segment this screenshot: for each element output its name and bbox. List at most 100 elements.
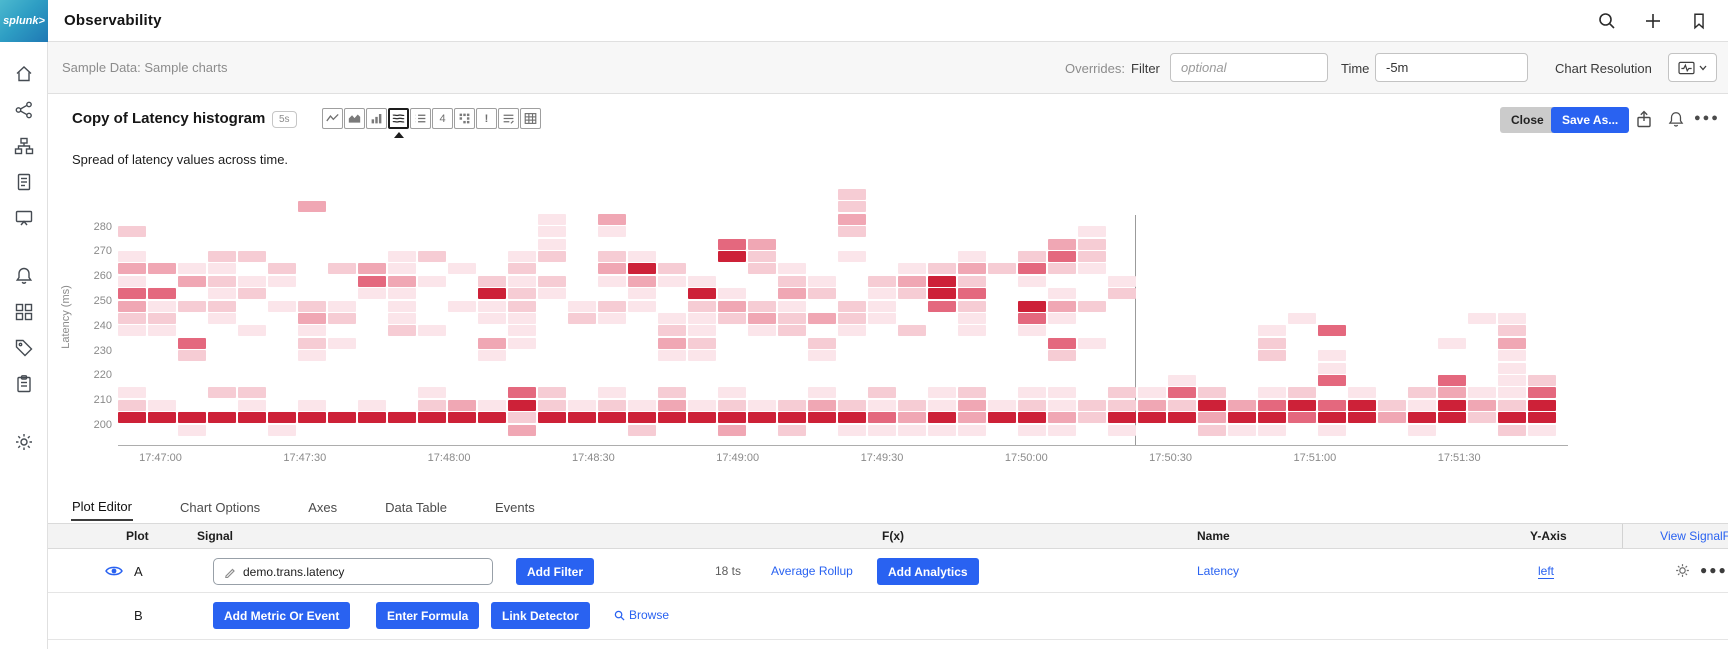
filter-input[interactable] [1170, 53, 1328, 82]
tab-plot-editor[interactable]: Plot Editor [71, 494, 133, 521]
list-chart-icon[interactable] [410, 108, 431, 129]
overrides-label: Overrides: [1065, 61, 1125, 76]
add-metric-or-event-button[interactable]: Add Metric Or Event [213, 602, 351, 629]
text-note-icon[interactable] [498, 108, 519, 129]
tab-events[interactable]: Events [494, 494, 536, 521]
heatmap-cell [538, 288, 566, 300]
heatmap-cell [1108, 288, 1136, 300]
heatmap-chart-icon[interactable] [454, 108, 475, 129]
event-feed-icon[interactable]: ! [476, 108, 497, 129]
heatmap-cell [358, 399, 386, 411]
infrastructure-icon[interactable] [12, 134, 36, 158]
search-icon[interactable] [1596, 10, 1618, 32]
heatmap-cell [868, 387, 896, 399]
signal-input[interactable]: demo.trans.latency [213, 558, 493, 585]
heatmap-cell [208, 275, 236, 287]
table-chart-icon[interactable] [520, 108, 541, 129]
plot-name-link[interactable]: Latency [1197, 564, 1240, 578]
heatmap-cell [118, 399, 146, 411]
heatmap-cell [1048, 412, 1076, 424]
line-chart-icon[interactable] [322, 108, 343, 129]
x-tick-label: 17:49:00 [716, 452, 760, 464]
heatmap-cell [748, 263, 776, 275]
heatmap-cell [1468, 399, 1496, 411]
add-filter-button[interactable]: Add Filter [516, 558, 594, 585]
heatmap-cell [1228, 412, 1256, 424]
heatmap-cell [1048, 238, 1076, 250]
splunk-logo[interactable]: splunk> [0, 0, 48, 42]
heatmap-cell [838, 201, 866, 213]
link-detector-button[interactable]: Link Detector [491, 602, 590, 629]
heatmap-cell [598, 313, 626, 324]
x-tick-label: 17:50:30 [1149, 452, 1192, 464]
heatmap-cell [1498, 350, 1526, 362]
settings-gear-icon[interactable] [12, 430, 36, 454]
chart-resolution-dropdown[interactable] [1668, 53, 1717, 82]
save-as-button[interactable]: Save As... [1551, 107, 1630, 133]
heatmap-cell [748, 238, 776, 250]
heatmap-cell [1018, 412, 1046, 424]
add-analytics-button[interactable]: Add Analytics [877, 558, 979, 585]
tab-chart-options[interactable]: Chart Options [179, 494, 261, 521]
share-icon[interactable] [1634, 109, 1654, 129]
heatmap-cell [598, 263, 626, 275]
rum-icon[interactable] [12, 206, 36, 230]
heatmap-cell [718, 399, 746, 411]
heatmap-cell [508, 275, 536, 287]
tab-axes[interactable]: Axes [307, 494, 338, 521]
y-tick-label: 270 [93, 245, 112, 258]
heatmap-cell [1258, 424, 1286, 436]
chart-type-toolbar: 4 ! [322, 108, 541, 129]
histogram-chart-icon[interactable] [388, 108, 409, 129]
time-input[interactable] [1375, 53, 1528, 82]
view-signalflow-link[interactable]: View SignalFlow [1660, 529, 1728, 543]
heatmap-cell [478, 288, 506, 300]
heatmap-cell [478, 399, 506, 411]
heatmap-cell [1258, 350, 1286, 362]
single-value-chart-icon[interactable]: 4 [432, 108, 453, 129]
close-button[interactable]: Close [1500, 107, 1555, 133]
heatmap-cell [1198, 399, 1226, 411]
visibility-eye-icon[interactable] [104, 561, 124, 581]
dashboards-icon[interactable] [12, 300, 36, 324]
synthetics-icon[interactable] [12, 372, 36, 396]
heatmap-cell [178, 412, 206, 424]
heatmap-cell [778, 288, 806, 300]
y-axis-side-link[interactable]: left [1538, 564, 1555, 578]
more-actions-icon[interactable]: ●●● [1694, 112, 1720, 124]
alert-bell-icon[interactable] [1666, 109, 1686, 129]
heatmap-cell [1018, 313, 1046, 324]
heatmap-cell [628, 288, 656, 300]
heatmap-cell [1198, 387, 1226, 399]
x-tick-label: 17:49:30 [860, 452, 904, 464]
apm-icon[interactable] [12, 98, 36, 122]
bookmark-icon[interactable] [1688, 10, 1710, 32]
pencil-icon [225, 568, 235, 578]
column-chart-icon[interactable] [366, 108, 387, 129]
browse-link[interactable]: Browse [614, 608, 669, 622]
log-observer-icon[interactable] [12, 170, 36, 194]
heatmap-cell [988, 412, 1016, 424]
plot-settings-gear-icon[interactable] [1674, 562, 1692, 580]
enter-formula-button[interactable]: Enter Formula [376, 602, 480, 629]
heatmap-cell [1078, 337, 1106, 349]
tab-data-table[interactable]: Data Table [384, 494, 448, 521]
home-icon[interactable] [12, 62, 36, 86]
alerts-bell-icon[interactable] [12, 264, 36, 288]
heatmap-cell [508, 387, 536, 399]
heatmap-cell [778, 300, 806, 312]
add-icon[interactable] [1642, 10, 1664, 32]
heatmap-cell [1168, 412, 1196, 424]
plot-more-actions-icon[interactable]: ●●● [1700, 563, 1728, 577]
heatmap-cell [148, 313, 176, 324]
rollup-link[interactable]: Average Rollup [771, 564, 853, 578]
header-divider [1622, 524, 1623, 548]
area-chart-icon[interactable] [344, 108, 365, 129]
heatmap-cell [1438, 412, 1466, 424]
heatmap-cell [1348, 399, 1376, 411]
heatmap-cell [598, 387, 626, 399]
heatmap-cell [1318, 350, 1346, 362]
heatmap-cell [1168, 375, 1196, 386]
tags-icon[interactable] [12, 336, 36, 360]
heatmap-cell [1078, 263, 1106, 275]
